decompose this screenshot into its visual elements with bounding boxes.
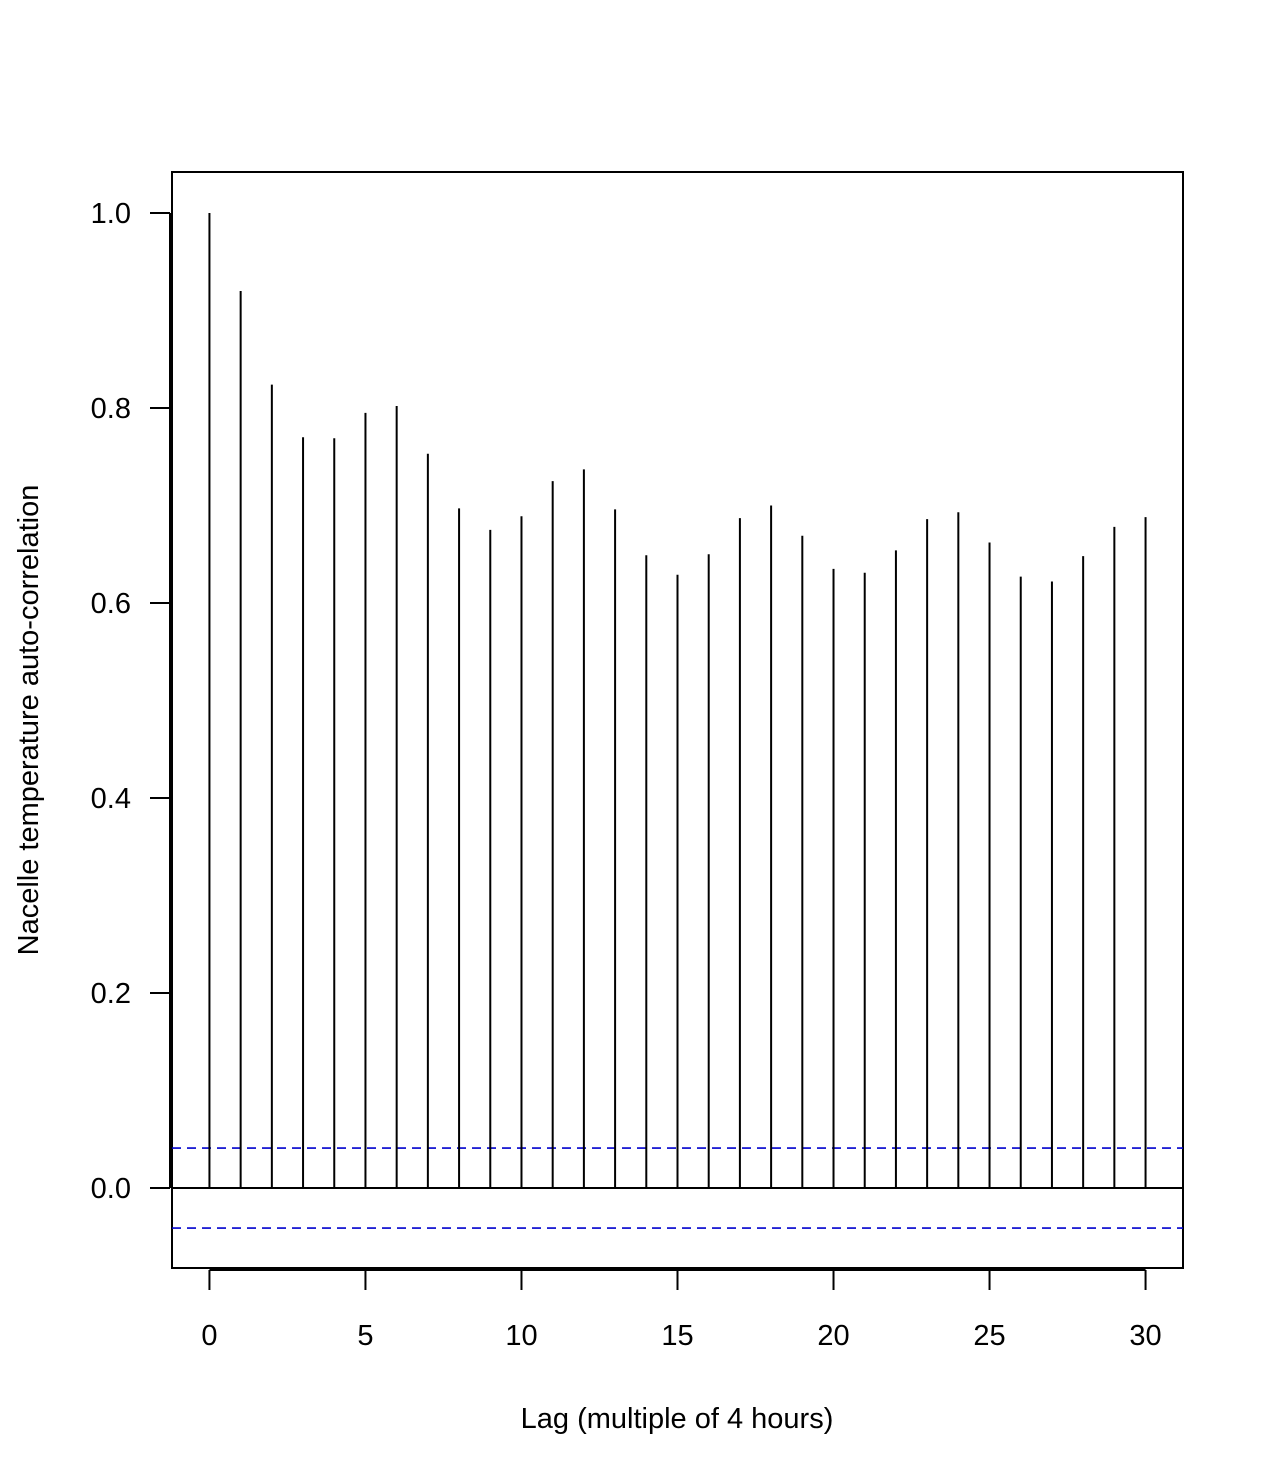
x-tick-label-0: 0 xyxy=(201,1320,217,1352)
y-tick-label-5: 1.0 xyxy=(91,198,131,230)
x-tick-label-30: 30 xyxy=(1129,1320,1161,1352)
y-tick-label-0: 0.0 xyxy=(91,1173,131,1205)
x-tick-label-15: 15 xyxy=(661,1320,693,1352)
y-axis-title: Nacelle temperature auto-correlation xyxy=(13,485,45,956)
x-axis: 0 5 10 15 20 25 30 xyxy=(201,1269,1162,1352)
y-tick-label-2: 0.4 xyxy=(91,783,131,815)
y-tick-label-1: 0.2 xyxy=(91,978,131,1010)
plot-area xyxy=(171,171,1184,1269)
x-axis-title: Lag (multiple of 4 hours) xyxy=(521,1403,834,1435)
y-tick-label-4: 0.8 xyxy=(91,393,131,425)
x-tick-label-5: 5 xyxy=(357,1320,373,1352)
x-tick-label-20: 20 xyxy=(817,1320,849,1352)
y-axis: 0.0 0.2 0.4 0.6 0.8 1.0 xyxy=(91,198,171,1205)
x-tick-label-10: 10 xyxy=(505,1320,537,1352)
x-tick-label-25: 25 xyxy=(973,1320,1005,1352)
plot-frame xyxy=(171,171,1184,1269)
y-tick-label-3: 0.6 xyxy=(91,588,131,620)
